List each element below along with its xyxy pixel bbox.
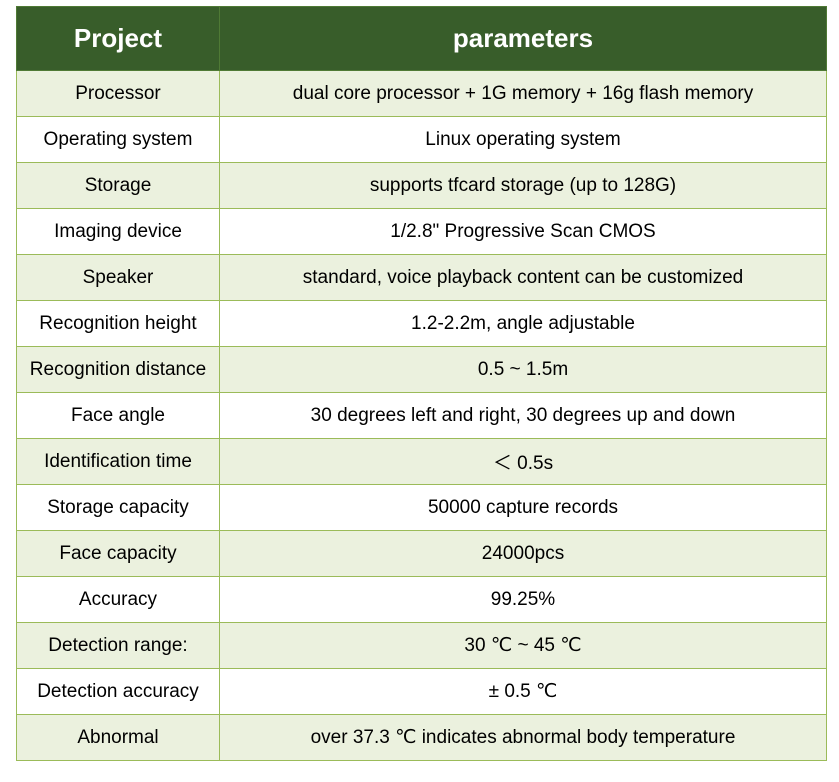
project-cell: Abnormal (16, 714, 220, 761)
parameter-cell: 1.2-2.2m, angle adjustable (219, 300, 827, 347)
table-row: Recognition distance 0.5 ~ 1.5m (16, 346, 827, 393)
table-row: Detection range: 30 ℃ ~ 45 ℃ (16, 622, 827, 669)
parameter-cell: 24000pcs (219, 530, 827, 577)
parameter-cell: 30 ℃ ~ 45 ℃ (219, 622, 827, 669)
parameter-cell: Linux operating system (219, 116, 827, 163)
parameter-cell: 0.5 ~ 1.5m (219, 346, 827, 393)
project-cell: Processor (16, 70, 220, 117)
table-row: Storage supports tfcard storage (up to 12… (16, 162, 827, 209)
project-cell: Recognition height (16, 300, 220, 347)
parameter-cell: standard, voice playback content can be … (219, 254, 827, 301)
table-row: Speaker standard, voice playback content … (16, 254, 827, 301)
table-row: Abnormal over 37.3 ℃ indicates abnormal b… (16, 714, 827, 761)
project-cell: Accuracy (16, 576, 220, 623)
header-project: Project (16, 6, 220, 71)
project-cell: Speaker (16, 254, 220, 301)
table-row: Accuracy 99.25% (16, 576, 827, 623)
project-cell: Identification time (16, 438, 220, 485)
table-row: Storage capacity 50000 capture records (16, 484, 827, 531)
table-row: Imaging device 1/2.8" Progressive Scan CM… (16, 208, 827, 255)
project-cell: Detection accuracy (16, 668, 220, 715)
parameter-cell: ＜ 0.5s (219, 438, 827, 485)
table-row: Detection accuracy ± 0.5 ℃ (16, 668, 827, 715)
project-cell: Face angle (16, 392, 220, 439)
header-parameters: parameters (219, 6, 827, 71)
header-row: Project parameters (16, 6, 827, 71)
table-row: Operating system Linux operating system (16, 116, 827, 163)
parameter-cell: supports tfcard storage (up to 128G) (219, 162, 827, 209)
project-cell: Recognition distance (16, 346, 220, 393)
parameter-cell: over 37.3 ℃ indicates abnormal body temp… (219, 714, 827, 761)
table-row: Recognition height 1.2-2.2m, angle adjust… (16, 300, 827, 347)
spec-table: Project parameters Processor dual core pr… (16, 6, 827, 761)
parameter-cell: ± 0.5 ℃ (219, 668, 827, 715)
table-row: Identification time ＜ 0.5s (16, 438, 827, 485)
project-cell: Face capacity (16, 530, 220, 577)
project-cell: Operating system (16, 116, 220, 163)
parameter-cell: 30 degrees left and right, 30 degrees up… (219, 392, 827, 439)
spec-table-body: Processor dual core processor + 1G memory… (16, 70, 827, 761)
project-cell: Storage (16, 162, 220, 209)
project-cell: Storage capacity (16, 484, 220, 531)
parameter-cell: 50000 capture records (219, 484, 827, 531)
parameter-cell: 99.25% (219, 576, 827, 623)
project-cell: Detection range: (16, 622, 220, 669)
project-cell: Imaging device (16, 208, 220, 255)
table-row: Face angle 30 degrees left and right, 30 … (16, 392, 827, 439)
table-row: Processor dual core processor + 1G memory… (16, 70, 827, 117)
table-row: Face capacity 24000pcs (16, 530, 827, 577)
parameter-cell: dual core processor + 1G memory + 16g fl… (219, 70, 827, 117)
parameter-cell: 1/2.8" Progressive Scan CMOS (219, 208, 827, 255)
